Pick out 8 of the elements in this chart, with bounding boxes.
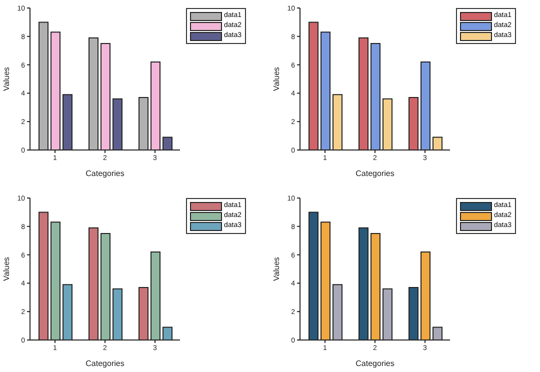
- y-axis-title: Values: [272, 257, 281, 281]
- x-axis-title: Categories: [356, 169, 394, 178]
- y-axis-title: Values: [2, 257, 11, 281]
- x-axis-title: Categories: [356, 359, 394, 368]
- x-axis-title: Categories: [86, 169, 124, 178]
- x-axis-title: Categories: [86, 359, 124, 368]
- y-axis-title: Values: [2, 67, 11, 91]
- y-axis-title: Values: [272, 67, 281, 91]
